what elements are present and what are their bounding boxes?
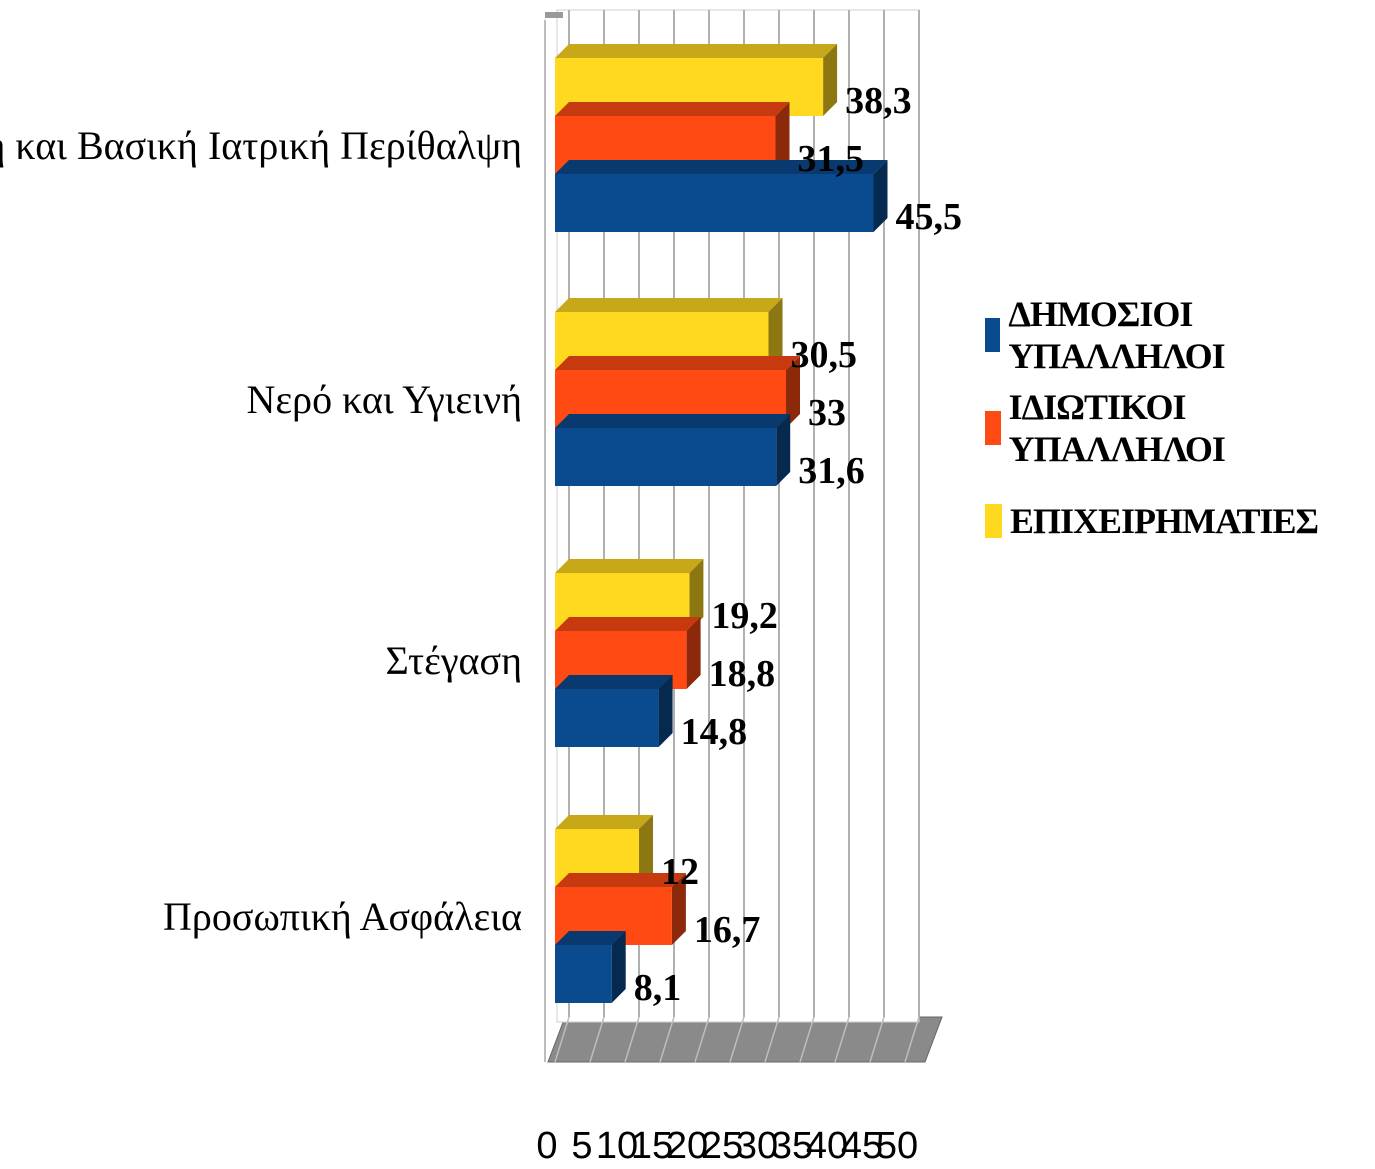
data-label: 38,3	[845, 80, 912, 122]
bars	[555, 44, 888, 1003]
bar-top-face	[555, 815, 653, 829]
category-label: Νερό και Υγιεινή	[246, 377, 522, 422]
x-tick-label: 25	[701, 1125, 743, 1167]
bar-side-face	[775, 102, 790, 174]
x-tick-label: 0	[536, 1125, 557, 1167]
x-tick-label: 5	[571, 1125, 592, 1167]
x-tick-label: 10	[596, 1125, 638, 1167]
bar-side-face	[786, 356, 800, 428]
floor-gridline	[834, 1016, 850, 1063]
floor-gridline	[869, 1016, 885, 1063]
category-label: Στέγαση	[385, 638, 522, 683]
category-label: Προσωπική Ασφάλεια	[163, 894, 522, 939]
data-label: 18,8	[709, 653, 776, 695]
bar-top-face	[555, 675, 673, 689]
floor-gridline	[624, 1016, 640, 1063]
bar-side-face	[823, 44, 838, 116]
x-tick-label: 15	[631, 1125, 673, 1167]
floor-gridline	[659, 1016, 675, 1063]
bar-top-face	[555, 356, 800, 370]
chart-floor	[547, 1016, 943, 1063]
legend-label: ΙΔΙΩΤΙΚΟΙ ΥΠΑΛΛΗΛΟΙ	[1008, 386, 1226, 469]
floor-gridline	[554, 1016, 570, 1063]
data-label: 33	[808, 392, 846, 434]
floor-gridline	[589, 1016, 605, 1063]
bar-top-face	[555, 559, 704, 573]
x-tick-label: 40	[806, 1125, 848, 1167]
bar	[555, 689, 659, 747]
data-label: 16,7	[694, 909, 761, 951]
legend-label: ΔΗΜΟΣΙΟΙ ΥΠΑΛΛΗΛΟΙ	[1008, 293, 1225, 376]
legend-label: ΕΠΙΧΕΙΡΗΜΑΤΙΕΣ	[1010, 500, 1319, 541]
bar-side-face	[611, 931, 626, 1003]
bar-side-face	[768, 298, 783, 370]
floor-gridline	[799, 1016, 815, 1063]
bar-top-face	[555, 102, 790, 116]
floor-gridline	[904, 1016, 920, 1063]
data-label: 14,8	[681, 711, 748, 753]
bar	[555, 174, 874, 232]
bar-top-face	[555, 931, 626, 945]
legend-item: ΕΠΙΧΕΙΡΗΜΑΤΙΕΣ	[985, 474, 1375, 567]
data-label: 45,5	[896, 196, 963, 238]
axis-corner-mark	[545, 12, 563, 18]
x-tick-label: 20	[666, 1125, 708, 1167]
bar-top-face	[555, 617, 701, 631]
floor-gridline	[694, 1016, 710, 1063]
bar-top-face	[555, 298, 783, 312]
bar-side-face	[776, 414, 791, 486]
x-tick-label: 30	[736, 1125, 778, 1167]
data-label: 8,1	[634, 967, 682, 1009]
legend-swatch	[985, 503, 1002, 538]
bar-top-face	[555, 160, 888, 174]
floor-gridline	[764, 1016, 780, 1063]
legend: ΔΗΜΟΣΙΟΙ ΥΠΑΛΛΗΛΟΙ ΙΔΙΩΤΙΚΟΙ ΥΠΑΛΛΗΛΟΙ ΕΠΙ…	[985, 288, 1375, 567]
bar	[555, 945, 612, 1003]
legend-item: ΔΗΜΟΣΙΟΙ ΥΠΑΛΛΗΛΟΙ	[985, 288, 1375, 381]
floor-gridline	[729, 1016, 745, 1063]
x-tick-label: 50	[876, 1125, 918, 1167]
bar-top-face	[555, 873, 686, 887]
bar-side-face	[686, 617, 701, 689]
value-labels: 38,3 31,5 45,5 30,5 33 31,6 19,2 18,8 14,8 12 16,7…	[634, 80, 962, 1009]
bar-top-face	[555, 44, 838, 58]
data-label: 19,2	[711, 595, 778, 637]
bar-top-face	[555, 414, 791, 428]
bar-side-face	[671, 873, 686, 945]
x-tick-label: 35	[771, 1125, 813, 1167]
legend-item: ΙΔΙΩΤΙΚΟΙ ΥΠΑΛΛΗΛΟΙ	[985, 381, 1375, 474]
category-label: Διατροφή και Βασική Ιατρική Περίθαλψη	[0, 123, 522, 168]
bar	[555, 428, 777, 486]
data-label: 30,5	[791, 334, 858, 376]
data-label: 31,6	[798, 450, 865, 492]
bar-side-face	[873, 160, 888, 232]
floor-plane	[547, 1016, 943, 1063]
data-label: 31,5	[798, 138, 865, 180]
legend-swatch	[985, 410, 1001, 445]
data-label: 12	[661, 851, 699, 893]
x-tick-label: 45	[841, 1125, 883, 1167]
legend-swatch	[985, 317, 1001, 352]
bar-side-face	[639, 815, 653, 887]
bar-side-face	[658, 675, 673, 747]
category-labels: Διατροφή και Βασική Ιατρική Περίθαλψη Νερ…	[0, 123, 522, 939]
bar-side-face	[689, 559, 704, 631]
